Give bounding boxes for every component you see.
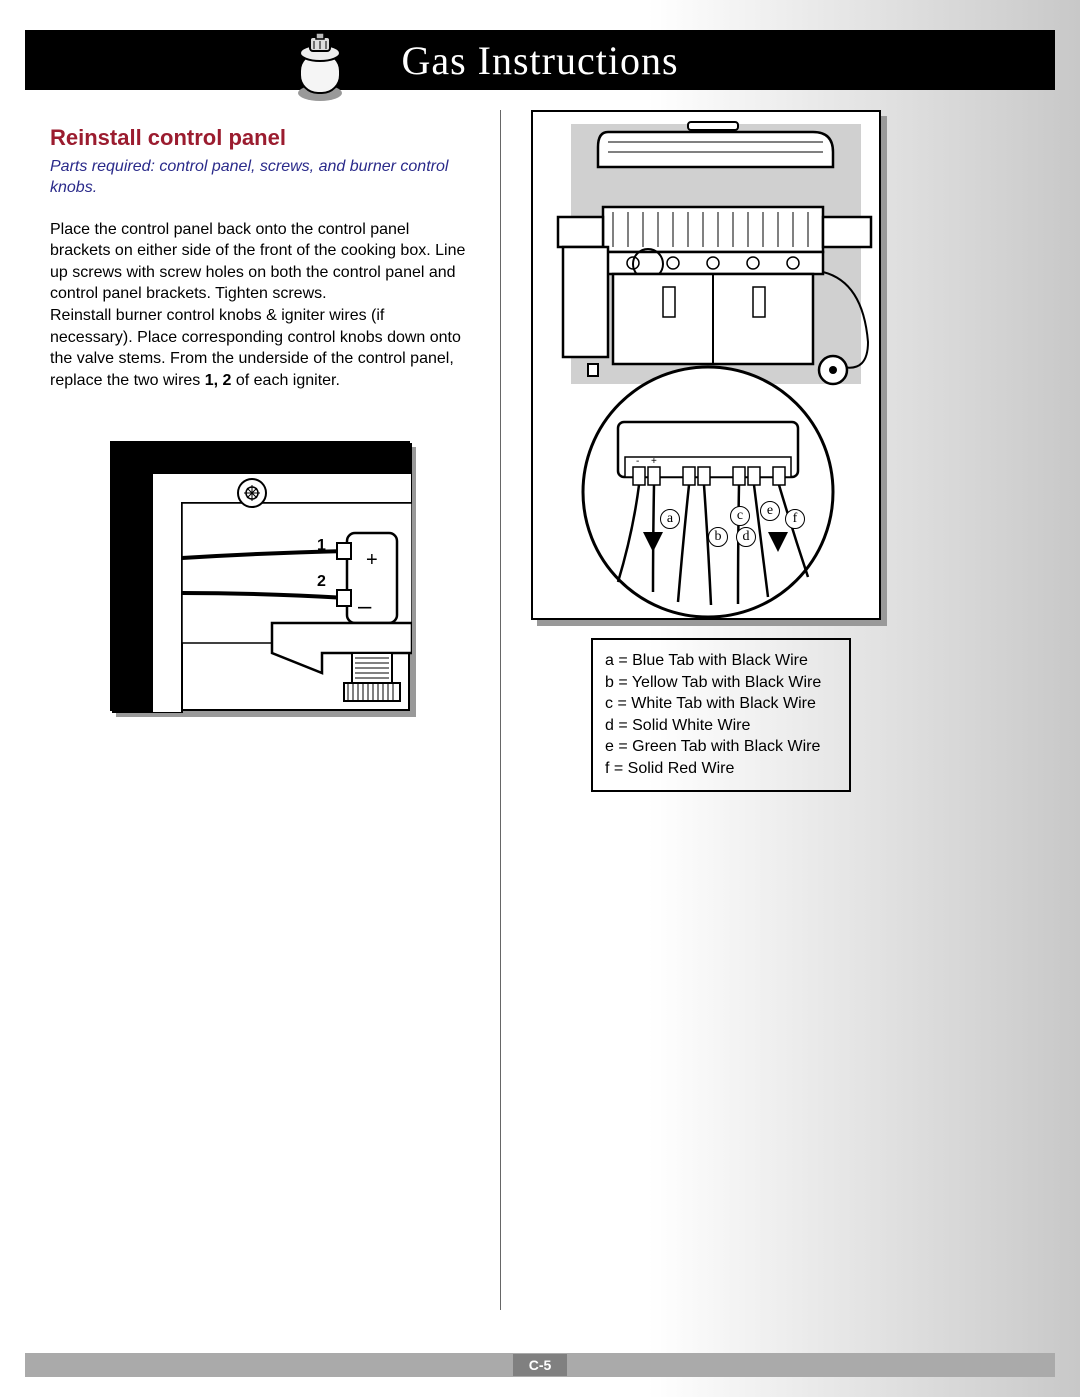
minus-sign: – bbox=[358, 593, 371, 621]
body-paragraph-1: Place the control panel back onto the co… bbox=[50, 219, 470, 305]
footer-bar: C-5 bbox=[25, 1353, 1055, 1377]
callout-2: 2 bbox=[317, 573, 326, 591]
wire-legend: a = Blue Tab with Black Wire b = Yellow … bbox=[591, 638, 851, 792]
legend-c: c = White Tab with Black Wire bbox=[605, 693, 837, 715]
header-bar: Gas Instructions bbox=[25, 30, 1055, 90]
legend-d: d = Solid White Wire bbox=[605, 715, 837, 737]
section-heading: Reinstall control panel bbox=[50, 125, 470, 151]
parts-required-text: Parts required: control panel, screws, a… bbox=[50, 157, 470, 199]
wire-label-d: d bbox=[736, 527, 756, 547]
content-area: Reinstall control panel Parts required: … bbox=[50, 110, 1030, 1317]
body-paragraph-2: Reinstall burner control knobs & igniter… bbox=[50, 305, 470, 391]
wire-label-f: f bbox=[785, 509, 805, 529]
callout-1: 1 bbox=[317, 537, 326, 555]
wire-label-c: c bbox=[730, 506, 750, 526]
propane-tank-icon bbox=[290, 33, 350, 105]
legend-a: a = Blue Tab with Black Wire bbox=[605, 650, 837, 672]
body-p2b: of each igniter. bbox=[231, 372, 340, 389]
column-divider bbox=[500, 110, 501, 1310]
figure-igniter-closeup: 1 + 2 – bbox=[110, 441, 410, 711]
legend-e: e = Green Tab with Black Wire bbox=[605, 736, 837, 758]
legend-f: f = Solid Red Wire bbox=[605, 758, 837, 780]
plus-sign: + bbox=[366, 549, 378, 572]
right-column: - + a b c d e bbox=[511, 110, 1030, 1317]
svg-text:-: - bbox=[636, 456, 639, 467]
body-p2-bold: 1, 2 bbox=[205, 372, 232, 389]
left-column: Reinstall control panel Parts required: … bbox=[50, 110, 490, 1317]
wire-label-b: b bbox=[708, 527, 728, 547]
page-number: C-5 bbox=[513, 1354, 568, 1376]
wire-label-a: a bbox=[660, 509, 680, 529]
legend-b: b = Yellow Tab with Black Wire bbox=[605, 672, 837, 694]
wire-label-e: e bbox=[760, 501, 780, 521]
header-title: Gas Instructions bbox=[401, 37, 678, 84]
figure-grill-wiring: - + a b c d e bbox=[531, 110, 881, 620]
svg-text:+: + bbox=[651, 456, 657, 467]
